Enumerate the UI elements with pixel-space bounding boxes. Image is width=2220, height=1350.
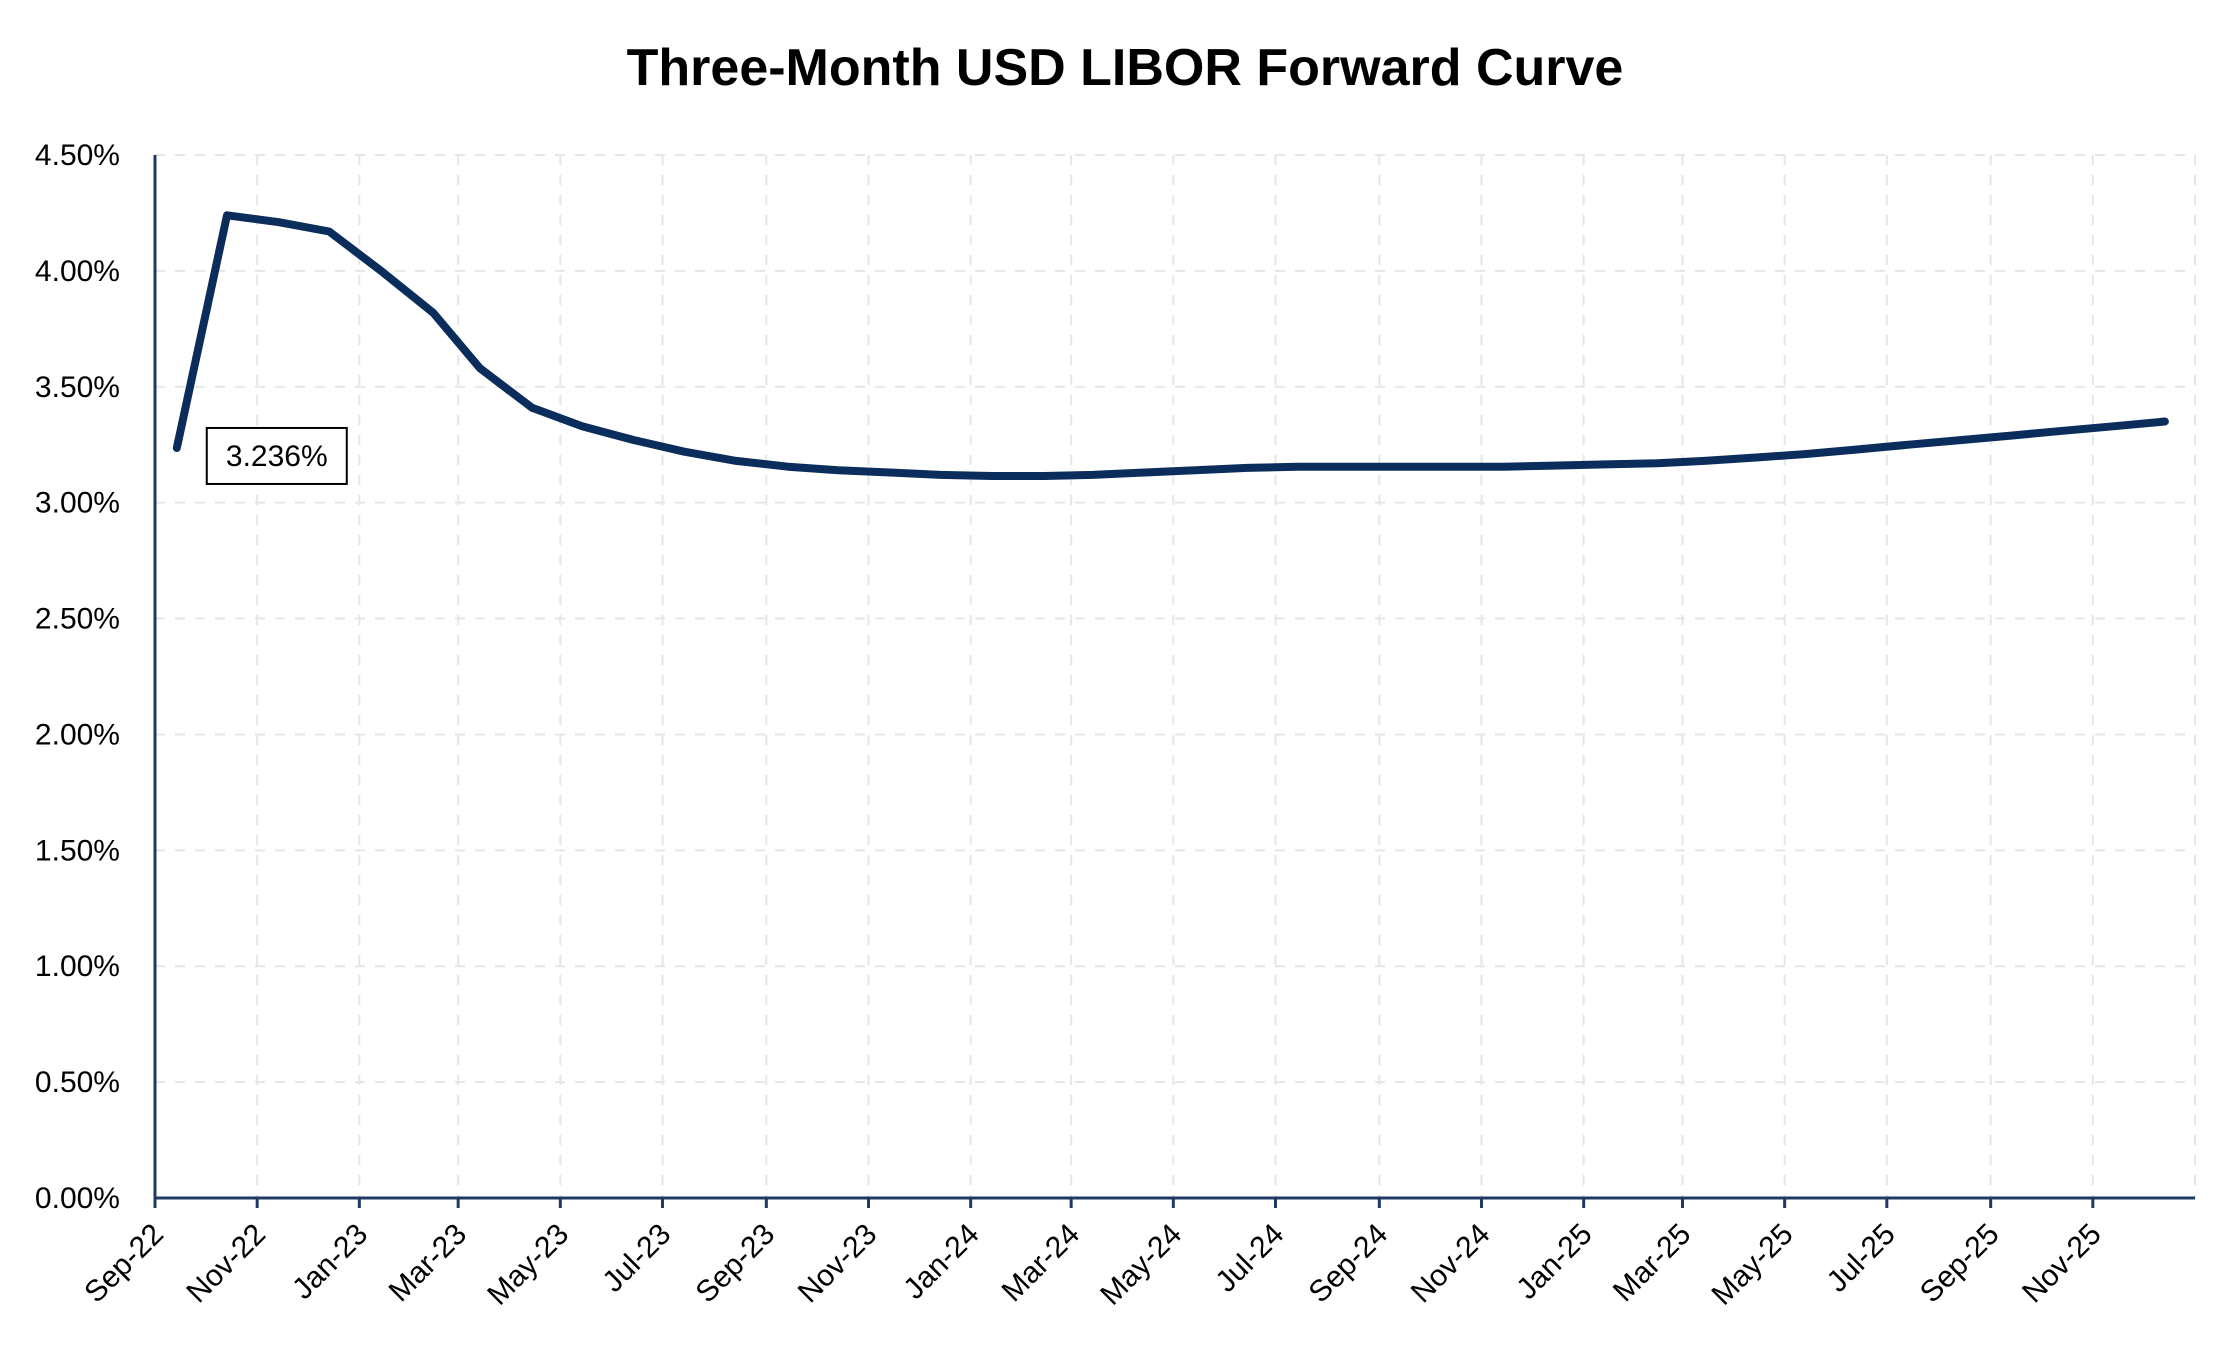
x-tick-label: Sep-23 (690, 1218, 782, 1310)
x-tick-label: Jul-23 (596, 1218, 677, 1299)
x-tick-label: Mar-24 (996, 1218, 1087, 1309)
y-tick-label: 0.50% (35, 1066, 120, 1099)
annotations: 3.236% (205, 426, 348, 485)
y-tick-label: 1.00% (35, 950, 120, 983)
axes (153, 155, 2195, 1208)
x-tick-label: May-25 (1706, 1218, 1800, 1312)
x-tick-label: Nov-23 (792, 1218, 884, 1310)
data-label-box (205, 426, 348, 485)
series-layer (172, 211, 2169, 480)
x-tick-label: Jul-25 (1821, 1218, 1902, 1299)
x-tick-label: Sep-24 (1303, 1218, 1395, 1310)
x-tick-label: May-24 (1094, 1218, 1188, 1312)
x-tick-label: Nov-25 (2016, 1218, 2108, 1310)
x-tick-label: Mar-25 (1607, 1218, 1698, 1309)
y-axis-tick-labels: 0.00% 0.50% 1.00% 1.50% 2.00% 2.50% 3.00% 3.50%… (35, 139, 120, 1215)
x-axis-tick-labels: Sep-22 Nov-22 Jan-23 Mar-23 May-23 Jul-23 Sep-… (78, 1218, 2108, 1312)
y-tick-label: 0.00% (35, 1182, 120, 1215)
data-label: 3.236% (205, 426, 348, 485)
y-tick-label: 2.00% (35, 718, 120, 751)
x-tick-label: Sep-25 (1914, 1218, 2006, 1310)
x-tick-label: Jan-23 (286, 1218, 374, 1306)
y-tick-label: 4.50% (35, 139, 120, 172)
grid (155, 154, 2196, 1198)
y-tick-label: 2.50% (35, 603, 120, 636)
y-tick-label: 3.00% (35, 487, 120, 520)
x-tick-label: Jul-24 (1209, 1218, 1290, 1299)
x-tick-label: Jan-24 (897, 1218, 985, 1306)
x-tick-label: Nov-24 (1405, 1218, 1497, 1310)
x-tick-label: Sep-22 (78, 1218, 170, 1310)
series-line (172, 211, 2169, 480)
x-tick-label: Jan-25 (1510, 1218, 1598, 1306)
x-tick-label: Nov-22 (180, 1218, 272, 1310)
data-label-text: 3.236% (226, 440, 328, 473)
y-tick-label: 3.50% (35, 371, 120, 404)
chart-title: Three-Month USD LIBOR Forward Curve (627, 39, 1624, 97)
y-tick-label: 4.00% (35, 255, 120, 288)
x-tick-label: Mar-23 (383, 1218, 474, 1309)
y-tick-label: 1.50% (35, 834, 120, 867)
x-tick-label: May-23 (481, 1218, 575, 1312)
